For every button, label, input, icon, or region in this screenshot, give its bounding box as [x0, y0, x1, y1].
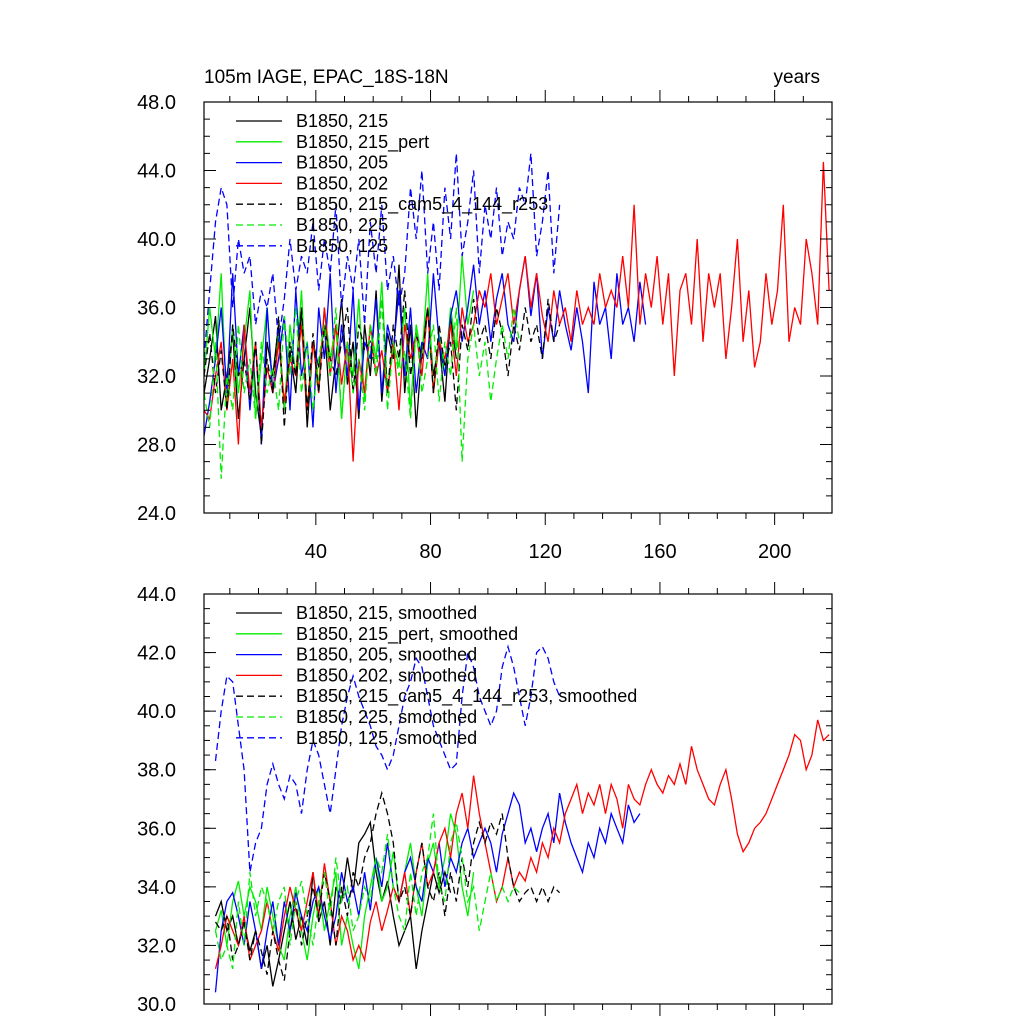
y-tick-label: 30.0 [137, 994, 176, 1016]
series-group [204, 153, 830, 479]
chart-right-title: years [774, 67, 820, 88]
y-tick-label: 38.0 [137, 760, 176, 782]
legend-label-4: B1850, 202, smoothed [296, 665, 477, 685]
y-tick-label: 42.0 [137, 643, 176, 665]
x-tick-label: 200 [758, 541, 791, 563]
legend-label-7: B1850, 125 [296, 236, 388, 256]
series-line-7 [204, 153, 561, 359]
y-tick-label: 48.0 [137, 92, 176, 114]
y-tick-label: 40.0 [137, 701, 176, 723]
x-tick-label: 40 [305, 541, 327, 563]
series-line-4 [214, 719, 830, 970]
bottom-panel: 30.0 32.0 34.0 36.0 38.0 40.0 42.0 44.0 B1850, 2… [137, 582, 833, 1016]
legend-label-1: B1850, 215 [296, 111, 388, 131]
legend-label-2: B1850, 215_pert [296, 132, 429, 153]
y-tick-label: 36.0 [137, 818, 176, 840]
legend-label-6: B1850, 225 [296, 215, 388, 235]
y-tick-label: 34.0 [137, 877, 176, 899]
y-tick-label: 32.0 [137, 366, 176, 388]
x-tick-label: 120 [529, 541, 562, 563]
series-line-1 [214, 820, 452, 987]
series-line-3 [204, 255, 647, 445]
legend-label-1: B1850, 215, smoothed [296, 603, 477, 623]
top-panel: 24.0 28.0 32.0 36.0 40.0 44.0 48.0 40 80 120 160 20… [137, 67, 833, 563]
series-line-7 [214, 644, 561, 873]
y-tick-label: 44.0 [137, 161, 176, 183]
y-tick-label: 32.0 [137, 935, 176, 957]
series-line-6 [214, 813, 520, 970]
y-tick-label: 40.0 [137, 229, 176, 251]
legend-label-7: B1850, 125, smoothed [296, 728, 477, 748]
legend-label-3: B1850, 205, smoothed [296, 645, 477, 665]
y-tick-label: 36.0 [137, 298, 176, 320]
series-line-5 [204, 290, 561, 445]
legend-label-2: B1850, 215_pert, smoothed [296, 624, 518, 645]
y-tick-label: 28.0 [137, 435, 176, 457]
series-line-2 [214, 813, 475, 970]
x-tick-label: 80 [419, 541, 441, 563]
series-group [214, 644, 830, 993]
legend-label-6: B1850, 225, smoothed [296, 707, 477, 727]
chart-title: 105m IAGE, EPAC_18S-18N [204, 67, 449, 88]
legend-label-5: B1850, 215_cam5_4_144_r253 [296, 194, 548, 215]
y-tick-label: 44.0 [137, 584, 176, 606]
legend-label-3: B1850, 205 [296, 153, 388, 173]
y-tick-label: 24.0 [137, 503, 176, 525]
legend-label-4: B1850, 202 [296, 173, 388, 193]
legend-label-5: B1850, 215_cam5_4_144_r253, smoothed [296, 686, 637, 707]
x-tick-label: 160 [643, 541, 676, 563]
